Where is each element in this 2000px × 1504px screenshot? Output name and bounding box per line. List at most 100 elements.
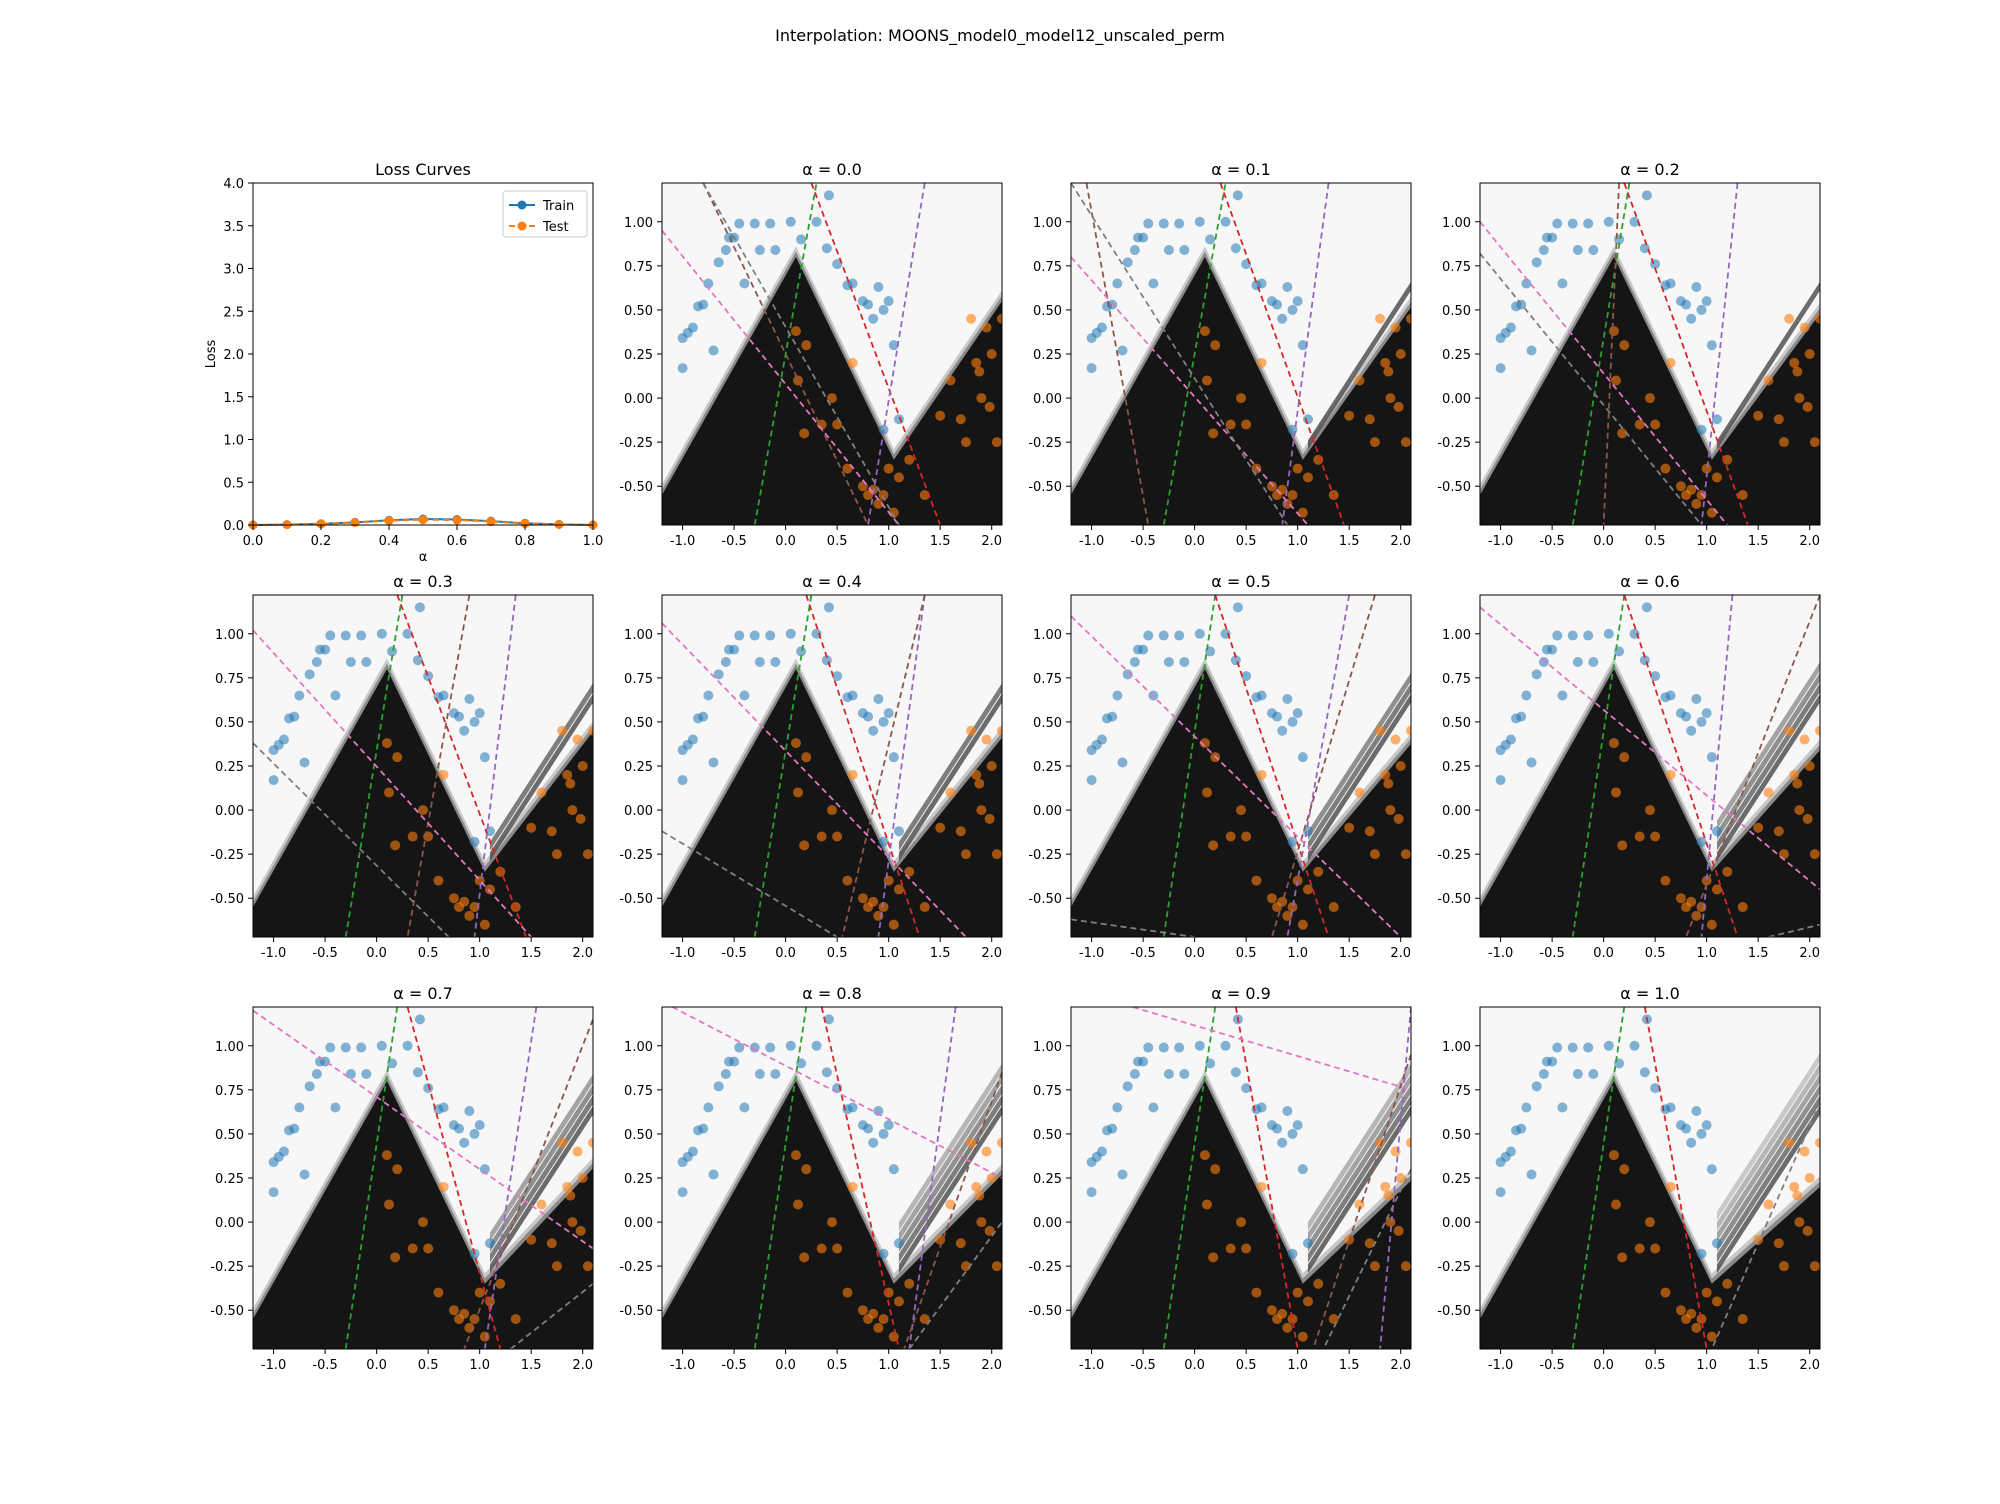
point-class1 bbox=[1225, 831, 1236, 842]
point-class1 bbox=[878, 1314, 889, 1325]
y-tick-label: 0.25 bbox=[1442, 348, 1471, 363]
point-class0 bbox=[703, 1102, 714, 1113]
boundary-line bbox=[396, 595, 527, 937]
point-class1 bbox=[1406, 313, 1411, 324]
x-tick-label: 0.0 bbox=[775, 1358, 796, 1373]
y-tick-label: 0.75 bbox=[215, 672, 244, 687]
point-class0 bbox=[1117, 1169, 1128, 1180]
point-class1 bbox=[1225, 419, 1236, 430]
point-class0 bbox=[454, 1123, 465, 1134]
point-class1 bbox=[1792, 1190, 1803, 1201]
point-class0 bbox=[1122, 1081, 1133, 1092]
y-tick-label: -0.50 bbox=[1437, 892, 1471, 907]
point-class1 bbox=[510, 902, 521, 913]
region-band bbox=[898, 1063, 1002, 1231]
loss-curves-axes: 0.0 0.2 0.4 0.6 0.8 1.0 0.0 0.5 1.0 1.5 2.0 2.5 3.0 3… bbox=[204, 160, 603, 565]
point-class1 bbox=[868, 896, 879, 907]
boundary-line bbox=[1379, 1007, 1411, 1349]
point-class0 bbox=[299, 757, 310, 768]
point-class1 bbox=[459, 1308, 470, 1319]
point-class1 bbox=[1809, 437, 1820, 448]
boundary-line bbox=[908, 1221, 1002, 1349]
point-class0 bbox=[893, 1238, 904, 1249]
point-class0 bbox=[729, 1056, 740, 1067]
y-tick-label: 0.25 bbox=[1033, 760, 1062, 775]
point-class0 bbox=[1277, 1137, 1288, 1148]
point-class1 bbox=[1202, 787, 1212, 798]
y-tick-label: 1.00 bbox=[624, 628, 653, 643]
point-class0 bbox=[356, 1042, 367, 1053]
point-class1 bbox=[1225, 1243, 1236, 1254]
boundary-line bbox=[702, 183, 869, 525]
region-band bbox=[1716, 661, 1820, 830]
point-class1 bbox=[1696, 1314, 1707, 1325]
boundary-line bbox=[662, 622, 967, 937]
point-class0 bbox=[888, 1164, 899, 1175]
point-class0 bbox=[423, 1083, 434, 1094]
point-class1 bbox=[1287, 490, 1298, 501]
y-tick-label: 0.25 bbox=[1442, 1172, 1471, 1187]
point-class0 bbox=[713, 257, 724, 268]
point-class0 bbox=[811, 1040, 822, 1051]
point-class1 bbox=[551, 849, 562, 860]
point-class1 bbox=[546, 826, 557, 837]
loss-x-tick-label: 1.0 bbox=[583, 534, 604, 549]
point-class0 bbox=[1163, 1068, 1174, 1079]
panel-plot-area bbox=[662, 1007, 1002, 1349]
region-class1 bbox=[662, 669, 1002, 937]
y-tick-label: 1.00 bbox=[624, 1040, 653, 1055]
point-class1 bbox=[1210, 1164, 1221, 1175]
point-class0 bbox=[1138, 644, 1149, 655]
point-class0 bbox=[1158, 218, 1169, 229]
point-class0 bbox=[1287, 304, 1298, 315]
point-class0 bbox=[1194, 216, 1205, 227]
x-tick-label: -0.5 bbox=[312, 946, 337, 961]
point-class1 bbox=[1784, 725, 1795, 736]
boundary-line bbox=[1623, 595, 1739, 937]
y-tick-label: -0.50 bbox=[210, 892, 244, 907]
point-class1 bbox=[847, 769, 858, 780]
point-class1 bbox=[1302, 1296, 1313, 1307]
y-tick-label: 0.50 bbox=[215, 716, 244, 731]
loss-point-test bbox=[452, 515, 462, 525]
boundary-line bbox=[662, 830, 838, 937]
point-class0 bbox=[438, 1102, 449, 1113]
x-tick-label: -1.0 bbox=[1079, 1358, 1104, 1373]
point-class1 bbox=[1266, 893, 1277, 904]
point-class0 bbox=[893, 826, 904, 837]
point-class0 bbox=[823, 602, 834, 613]
x-tick-label: -1.0 bbox=[670, 1358, 695, 1373]
point-class1 bbox=[407, 831, 418, 842]
point-class0 bbox=[1297, 340, 1308, 351]
point-class1 bbox=[1385, 805, 1396, 816]
point-class0 bbox=[1639, 243, 1650, 254]
point-class0 bbox=[361, 656, 372, 667]
y-tick-label: 0.50 bbox=[1033, 716, 1062, 731]
point-class1 bbox=[1199, 738, 1210, 749]
point-class0 bbox=[1701, 708, 1712, 719]
y-tick-label: 1.00 bbox=[1442, 216, 1471, 231]
point-class1 bbox=[1383, 1190, 1394, 1201]
point-class1 bbox=[801, 752, 812, 763]
region-class1 bbox=[253, 669, 593, 937]
point-class1 bbox=[971, 769, 982, 780]
point-class0 bbox=[1681, 711, 1692, 722]
region-band bbox=[489, 1095, 593, 1263]
y-tick-label: 0.00 bbox=[1033, 804, 1062, 819]
point-class1 bbox=[984, 401, 995, 412]
y-tick-label: 0.00 bbox=[1442, 1216, 1471, 1231]
point-class0 bbox=[1174, 630, 1185, 641]
point-class0 bbox=[739, 1102, 750, 1113]
panel-plot-area bbox=[1071, 1007, 1411, 1349]
point-class1 bbox=[526, 1234, 537, 1245]
region-band bbox=[898, 693, 1002, 862]
point-class1 bbox=[1313, 1278, 1324, 1289]
region-class1 bbox=[1071, 257, 1411, 525]
point-class1 bbox=[536, 787, 547, 798]
point-class0 bbox=[1547, 644, 1558, 655]
boundary-line bbox=[1162, 595, 1217, 937]
point-class0 bbox=[1495, 363, 1506, 374]
point-class1 bbox=[1789, 769, 1800, 780]
point-class0 bbox=[1711, 414, 1722, 425]
y-tick-label: 1.00 bbox=[1442, 1040, 1471, 1055]
